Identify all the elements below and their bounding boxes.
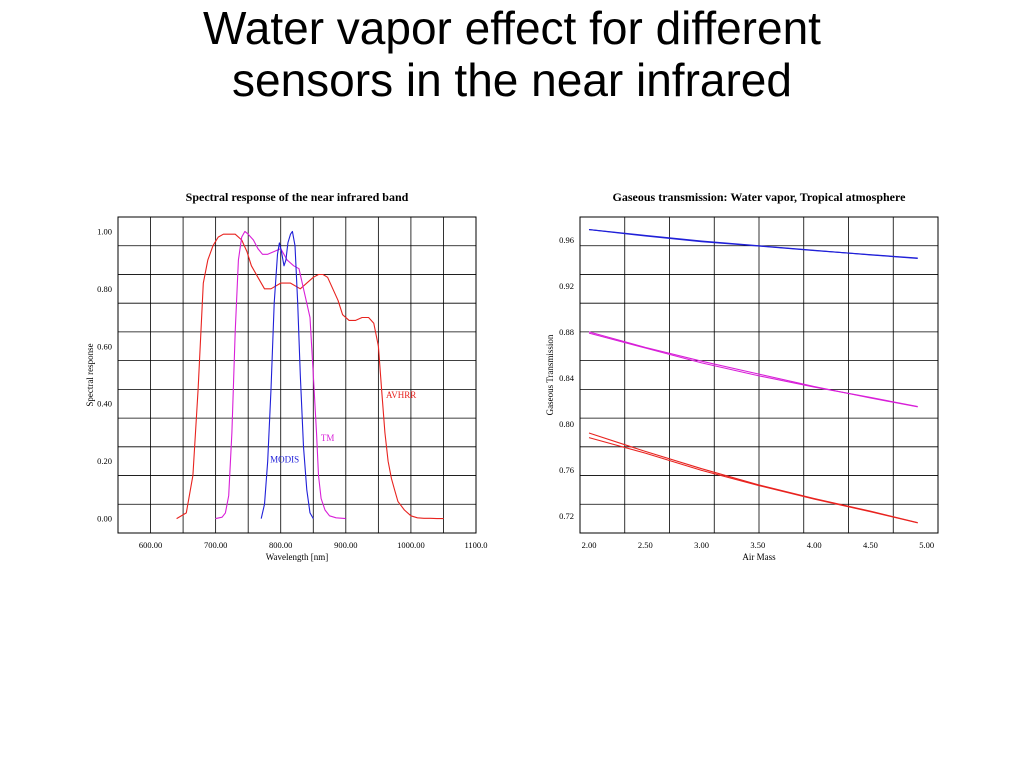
- x-axis-label: Air Mass: [742, 552, 776, 562]
- y-tick-label: 0.20: [97, 456, 112, 466]
- y-tick-label: 0.40: [97, 399, 112, 409]
- series-line: [588, 437, 918, 524]
- y-tick-label: 0.00: [97, 514, 112, 524]
- y-tick-label: 0.80: [97, 284, 112, 294]
- x-tick-label: 4.00: [807, 540, 822, 550]
- y-tick-label: 0.60: [97, 341, 112, 351]
- x-axis-label: Wavelength [nm]: [266, 552, 329, 562]
- series-label-tm: TM: [321, 433, 335, 443]
- x-tick-label: 2.00: [582, 540, 597, 550]
- series-line-modis: [260, 230, 314, 519]
- series-label-avhrr: AVHRR: [386, 390, 416, 400]
- chart-title: Gaseous transmission: Water vapor, Tropi…: [613, 190, 907, 204]
- slide-title: Water vapor effect for different sensors…: [0, 2, 1024, 106]
- y-tick-label: 1.00: [97, 226, 112, 236]
- x-tick-label: 3.00: [694, 540, 709, 550]
- slide-title-line-1: Water vapor effect for different: [203, 2, 821, 54]
- y-tick-label: 0.72: [559, 511, 574, 521]
- y-tick-label: 0.88: [559, 327, 574, 337]
- y-tick-label: 0.92: [559, 281, 574, 291]
- series-label-modis: MODIS: [270, 455, 299, 465]
- x-tick-label: 700.00: [204, 540, 227, 550]
- series-line: [588, 229, 918, 259]
- x-tick-label: 1100.0: [464, 540, 487, 550]
- x-tick-label: 800.00: [269, 540, 292, 550]
- spectral-response-chart: Spectral response of the near infrared b…: [85, 190, 488, 562]
- y-tick-label: 0.76: [559, 465, 574, 475]
- y-axis-label: Gaseous Transmission: [545, 334, 555, 415]
- x-tick-label: 1000.00: [397, 540, 425, 550]
- x-tick-label: 600.00: [139, 540, 162, 550]
- y-tick-label: 0.96: [559, 235, 574, 245]
- y-tick-label: 0.84: [559, 373, 575, 383]
- gaseous-transmission-chart: Gaseous transmission: Water vapor, Tropi…: [545, 190, 939, 562]
- x-tick-label: 2.50: [638, 540, 653, 550]
- x-tick-label: 4.50: [863, 540, 878, 550]
- plot-frame: [579, 216, 939, 534]
- plot-frame: [117, 216, 477, 534]
- x-tick-label: 3.50: [750, 540, 765, 550]
- x-tick-label: 5.00: [919, 540, 934, 550]
- series-line: [588, 332, 918, 408]
- y-axis-label: Spectral response: [85, 343, 95, 406]
- x-tick-label: 900.00: [334, 540, 357, 550]
- series-line: [588, 331, 918, 408]
- slide-title-line-2: sensors in the near infrared: [232, 54, 792, 106]
- y-tick-label: 0.80: [559, 419, 574, 429]
- chart-title: Spectral response of the near infrared b…: [186, 190, 409, 204]
- series-line-avhrr: [176, 233, 444, 520]
